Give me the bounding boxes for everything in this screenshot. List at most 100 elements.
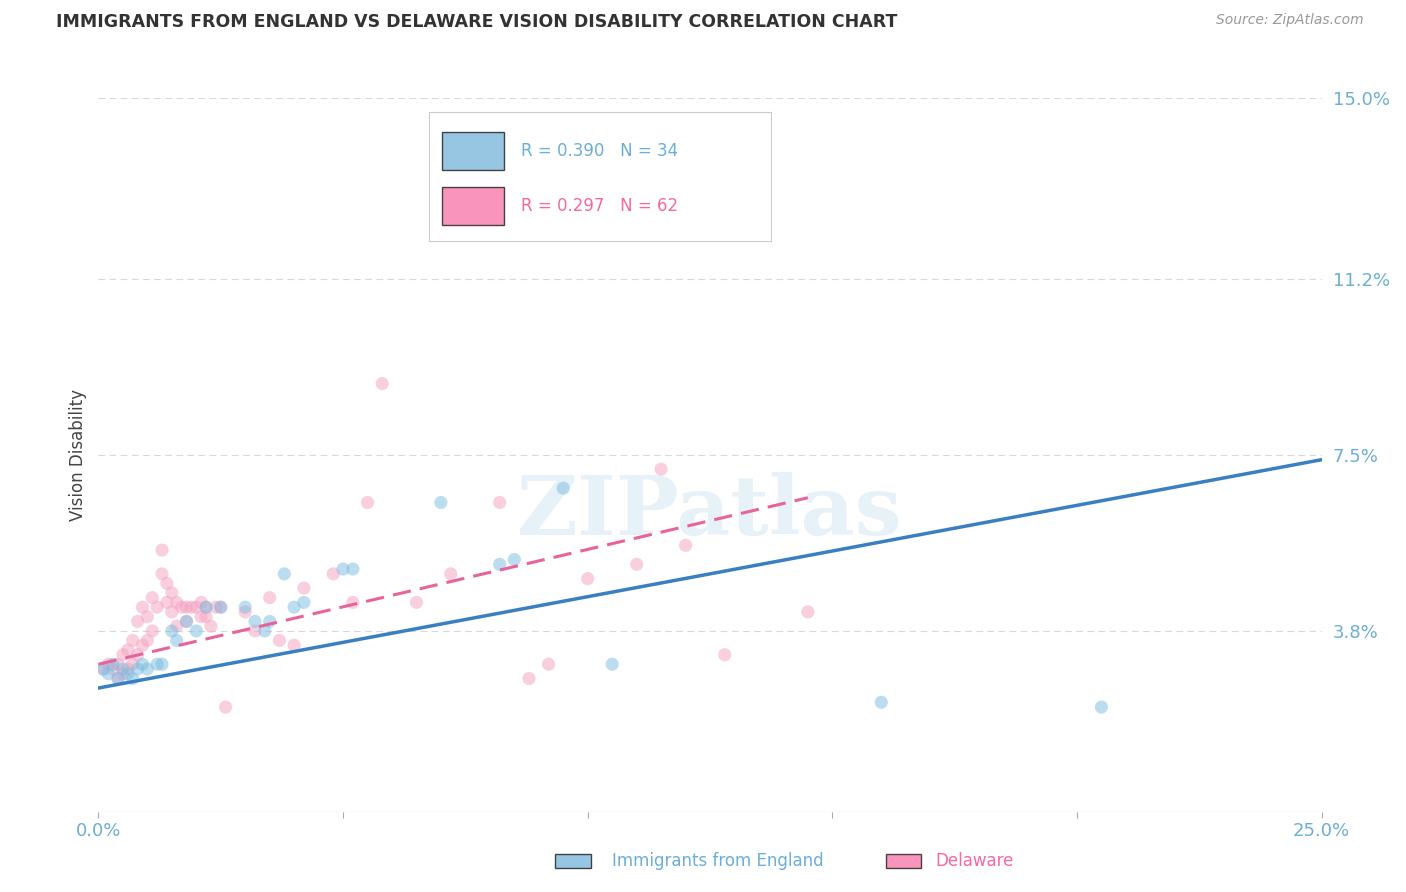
Point [107, 657, 129, 672]
Point [553, 481, 575, 495]
Point [111, 648, 134, 662]
Point [233, 600, 256, 615]
Point [713, 648, 735, 662]
Text: ZIPatlas: ZIPatlas [517, 472, 903, 552]
Text: Source: ZipAtlas.com: Source: ZipAtlas.com [1216, 13, 1364, 28]
Point [283, 600, 305, 615]
Text: Immigrants from England: Immigrants from England [612, 852, 824, 870]
Point [160, 586, 183, 600]
Point [371, 376, 394, 391]
Point [209, 600, 232, 615]
Point [111, 662, 134, 676]
Point [214, 700, 236, 714]
Point [332, 562, 354, 576]
Point [131, 638, 153, 652]
Point [322, 566, 344, 581]
Point [121, 672, 143, 686]
Point [517, 672, 540, 686]
Point [195, 609, 218, 624]
Point [166, 633, 188, 648]
Point [488, 495, 510, 509]
Point [273, 566, 295, 581]
Point [675, 538, 697, 552]
Point [150, 566, 173, 581]
Point [150, 543, 173, 558]
Point [233, 605, 256, 619]
Point [117, 662, 139, 676]
Point [205, 600, 228, 615]
Point [176, 615, 198, 629]
Point [136, 609, 159, 624]
Point [186, 624, 208, 638]
Point [356, 495, 378, 509]
Point [146, 657, 169, 672]
Point [283, 638, 305, 652]
Point [141, 591, 163, 605]
Point [111, 666, 134, 681]
Point [156, 595, 179, 609]
Point [253, 624, 276, 638]
Point [101, 657, 124, 672]
Point [91, 662, 114, 676]
Point [259, 615, 281, 629]
Point [170, 600, 193, 615]
Point [91, 662, 114, 676]
Point [156, 576, 179, 591]
Point [195, 600, 218, 615]
Point [342, 595, 364, 609]
Point [121, 657, 143, 672]
Point [160, 605, 183, 619]
Point [195, 600, 218, 615]
Point [292, 581, 315, 595]
Point [600, 657, 623, 672]
Point [107, 672, 129, 686]
Point [150, 657, 173, 672]
Point [190, 595, 212, 609]
Point [209, 600, 232, 615]
Point [127, 662, 149, 676]
Point [131, 600, 153, 615]
Point [160, 624, 183, 638]
Point [342, 562, 364, 576]
Point [166, 595, 188, 609]
Point [200, 619, 222, 633]
Point [180, 600, 202, 615]
Point [440, 566, 463, 581]
Point [626, 558, 648, 572]
Point [176, 615, 198, 629]
Point [576, 572, 599, 586]
Point [107, 672, 129, 686]
Text: Delaware: Delaware [935, 852, 1014, 870]
Point [243, 615, 266, 629]
Point [488, 558, 510, 572]
Point [650, 462, 672, 476]
Point [131, 657, 153, 672]
Point [136, 662, 159, 676]
Point [503, 552, 526, 566]
Point [259, 591, 281, 605]
Point [136, 633, 159, 648]
Point [127, 648, 149, 662]
Point [166, 619, 188, 633]
Point [146, 600, 169, 615]
Text: IMMIGRANTS FROM ENGLAND VS DELAWARE VISION DISABILITY CORRELATION CHART: IMMIGRANTS FROM ENGLAND VS DELAWARE VISI… [56, 13, 897, 31]
Point [797, 605, 820, 619]
Point [117, 643, 139, 657]
Point [127, 615, 149, 629]
Point [186, 600, 208, 615]
Point [97, 657, 120, 672]
Point [243, 624, 266, 638]
Point [269, 633, 291, 648]
Point [176, 600, 198, 615]
Point [405, 595, 427, 609]
Point [1090, 700, 1112, 714]
Point [117, 666, 139, 681]
Point [121, 633, 143, 648]
Point [430, 495, 453, 509]
Point [97, 666, 120, 681]
Point [870, 695, 893, 709]
Y-axis label: Vision Disability: Vision Disability [69, 389, 87, 521]
Point [190, 609, 212, 624]
Point [101, 662, 124, 676]
Point [537, 657, 560, 672]
